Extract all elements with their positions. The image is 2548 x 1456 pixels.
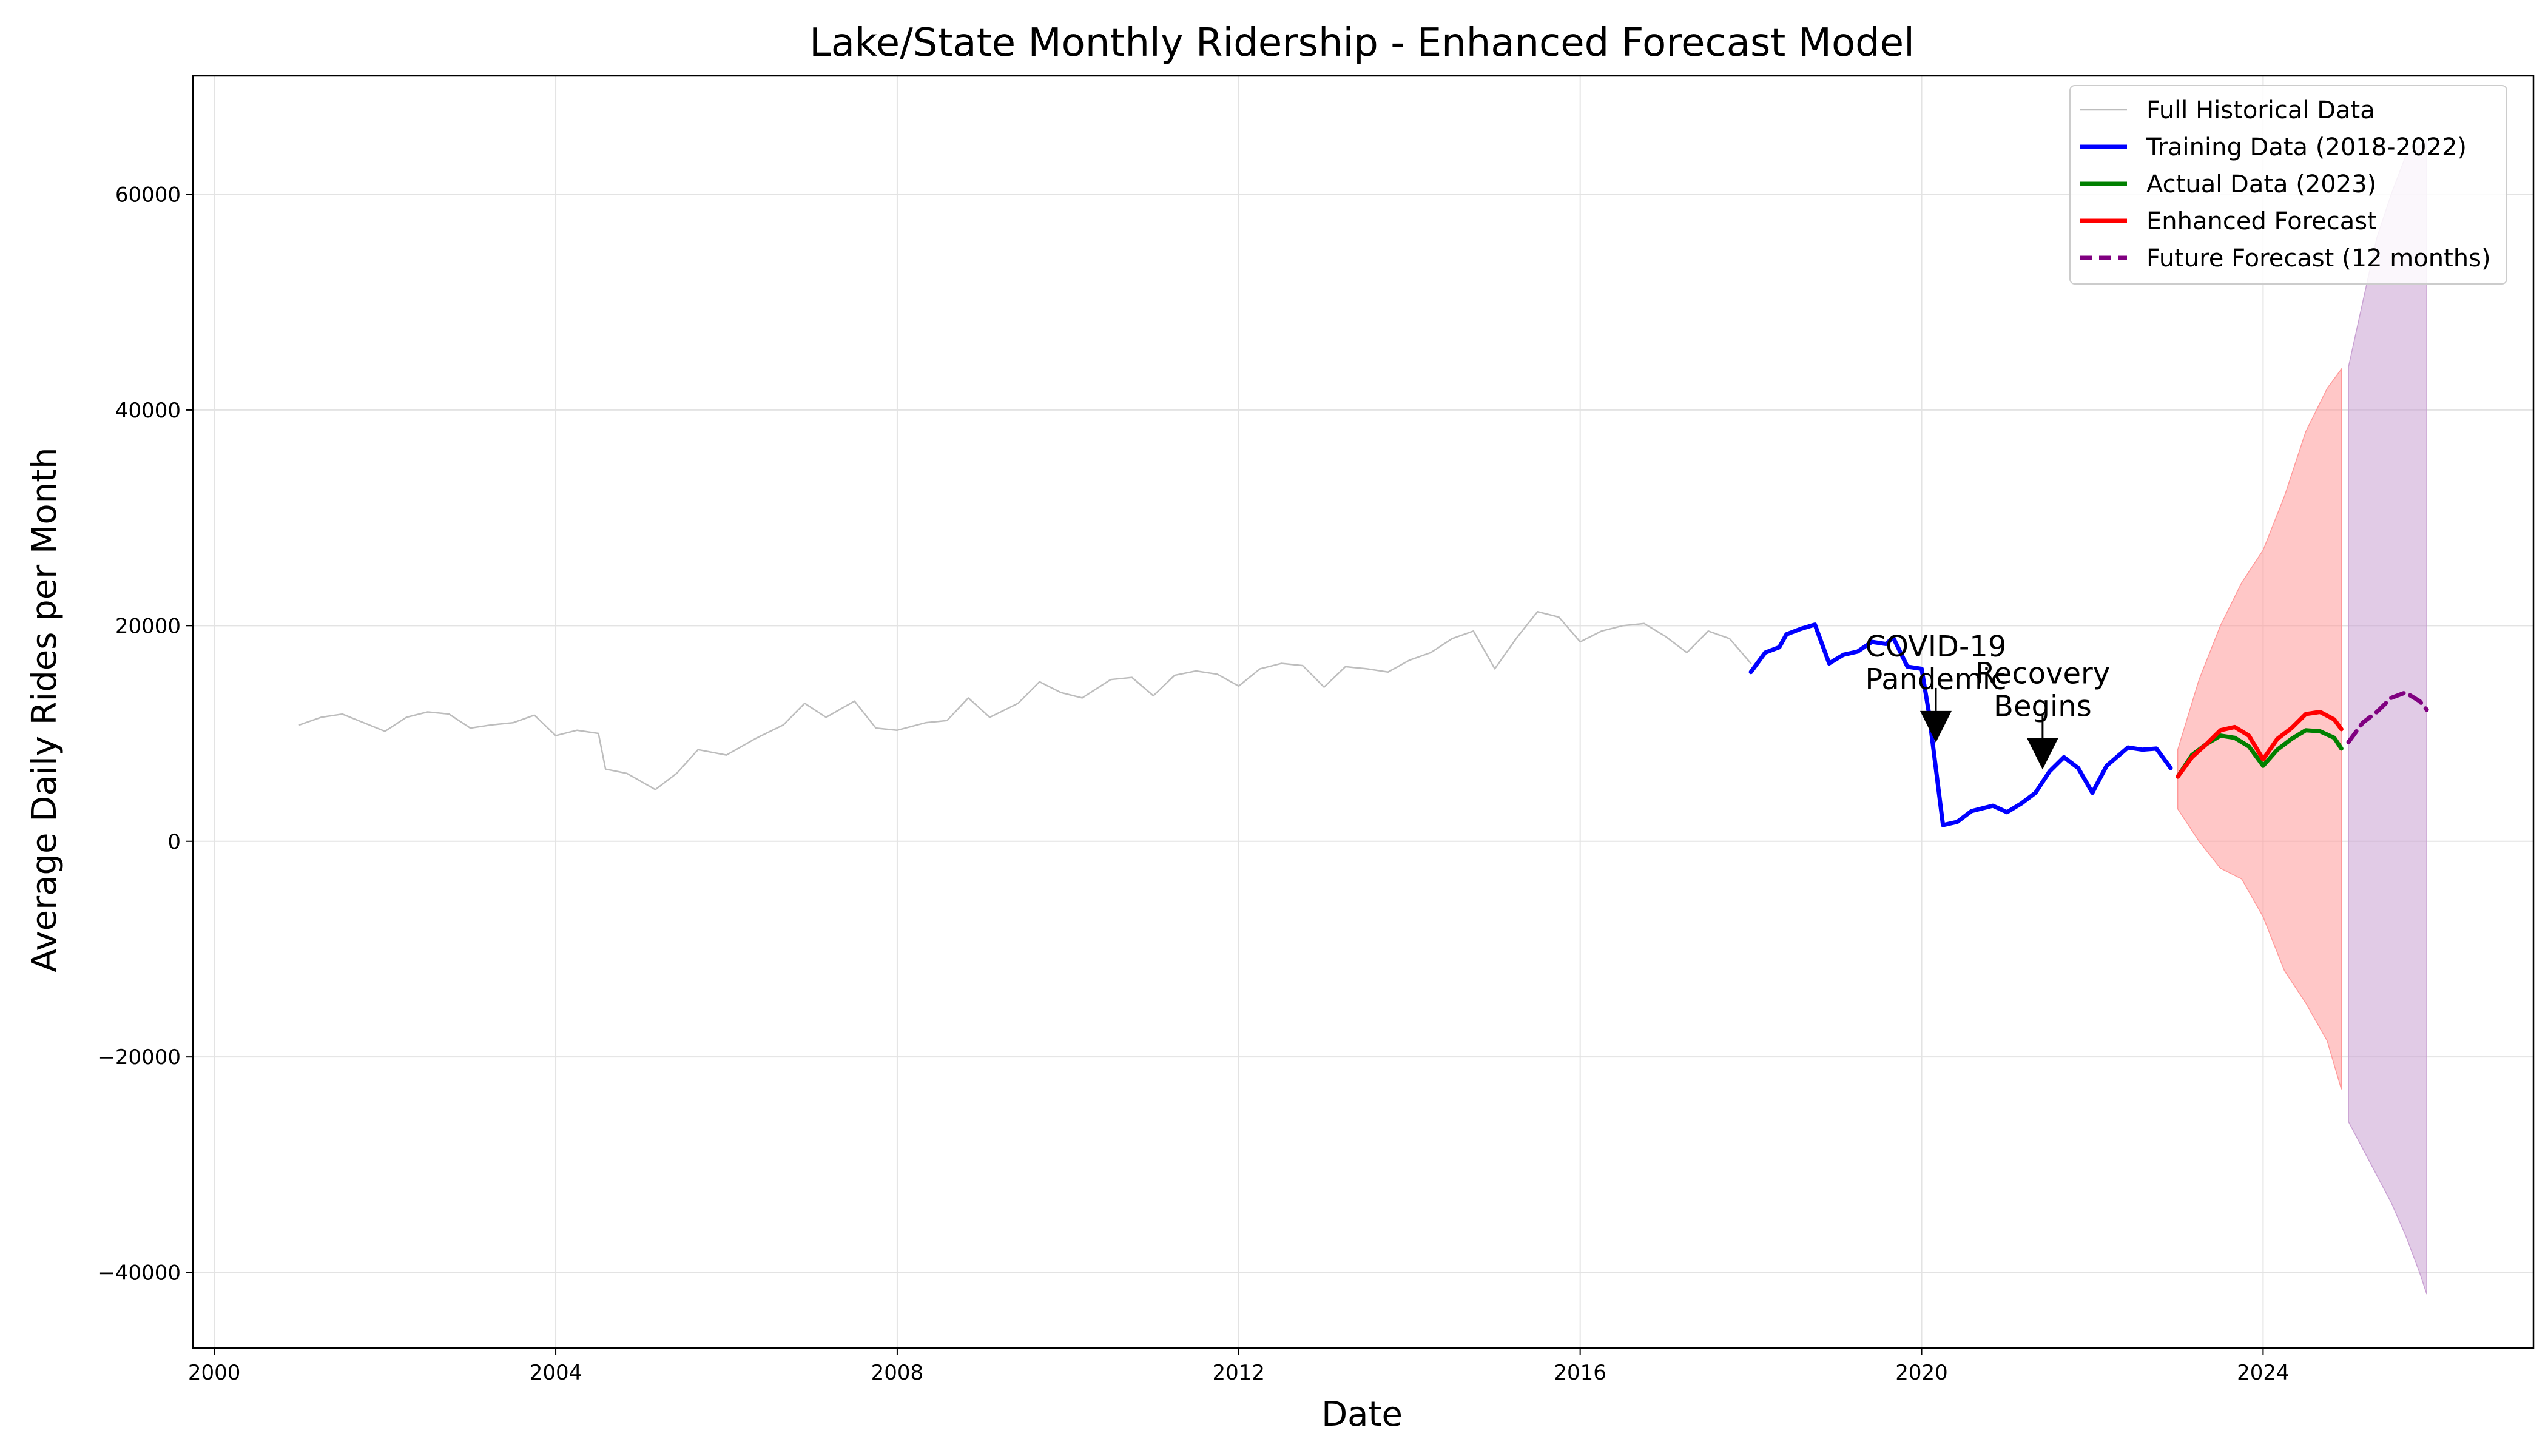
annotation-label: COVID-19 Pandemic (1865, 630, 2006, 696)
legend-label: Full Historical Data (2146, 96, 2375, 124)
annotation-line: Recovery (1975, 656, 2111, 690)
annotation-label: Recovery Begins (1975, 656, 2111, 723)
x-tick-label: 2020 (1895, 1361, 1948, 1385)
y-tick-label: 40000 (115, 399, 181, 423)
x-tick-label: 2016 (1554, 1361, 1606, 1385)
axis-ticks: 2000 2004 2008 2012 2016 2020 2024 −40000 −20000… (98, 183, 2289, 1385)
series-lines (298, 610, 2429, 827)
series-line (2346, 690, 2429, 744)
series-line (298, 610, 1752, 790)
legend-label: Actual Data (2023) (2146, 170, 2376, 198)
annotation-line: Begins (1994, 689, 2092, 723)
x-tick-label: 2024 (2237, 1361, 2290, 1385)
annotation-line: Pandemic (1865, 662, 2006, 696)
confidence-band (2348, 140, 2427, 1295)
legend-label: Enhanced Forecast (2146, 207, 2377, 235)
legend-box (2069, 85, 2507, 285)
y-tick-label: 20000 (115, 614, 181, 638)
series-line (2176, 710, 2344, 779)
y-axis-title: Average Daily Rides per Month (25, 447, 64, 972)
confidence-band (2177, 368, 2342, 1090)
confidence-bands (2177, 140, 2427, 1295)
series-line (1748, 622, 2173, 827)
plot-frame (192, 75, 2535, 1349)
legend-label: Future Forecast (12 months) (2146, 244, 2491, 272)
x-tick-label: 2012 (1213, 1361, 1266, 1385)
x-tick-label: 2000 (188, 1361, 241, 1385)
x-tick-label: 2004 (530, 1361, 582, 1385)
y-tick-label: 0 (167, 830, 181, 854)
x-tick-label: 2008 (871, 1361, 924, 1385)
y-tick-label: 60000 (115, 183, 181, 207)
y-tick-label: −20000 (98, 1045, 181, 1070)
annotation-arrow (2026, 738, 2058, 770)
chart-title: Lake/State Monthly Ridership - Enhanced … (809, 21, 1915, 66)
x-axis-title: Date (1321, 1395, 1403, 1434)
annotation-line: COVID-19 (1866, 630, 2007, 664)
annotation-arrow (1919, 710, 1952, 743)
grid (193, 76, 2533, 1348)
legend-label: Training Data (2018-2022) (2146, 133, 2467, 161)
legend: Full Historical Data Training Data (2018-… (2069, 85, 2507, 285)
y-tick-label: −40000 (98, 1261, 181, 1286)
